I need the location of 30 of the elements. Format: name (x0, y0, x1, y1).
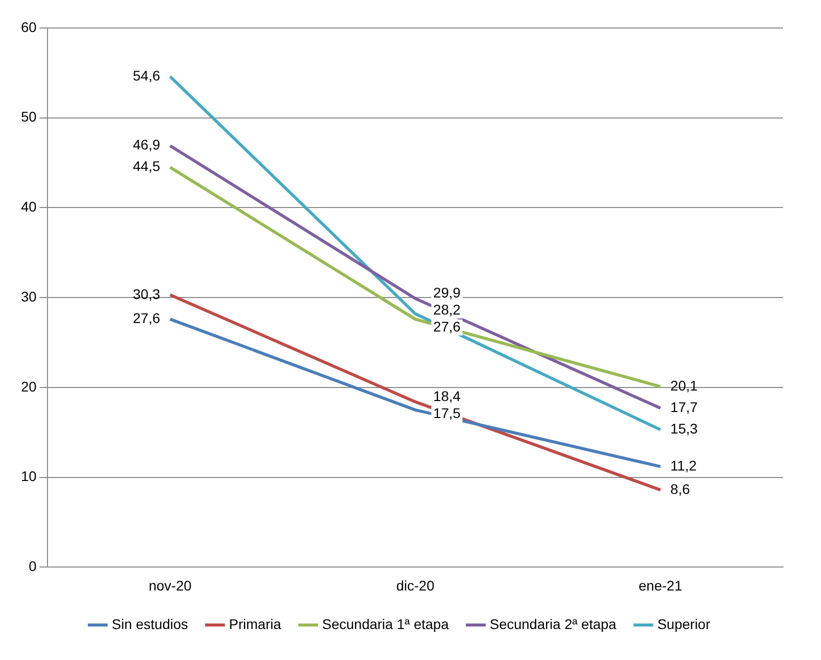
x-tick-label: dic-20 (396, 577, 435, 594)
x-tick-label: nov-20 (148, 577, 192, 594)
data-label: 27,6 (132, 310, 160, 326)
y-tick-label: 10 (20, 468, 37, 484)
y-tick-label: 0 (28, 558, 37, 574)
y-tick-label: 30 (20, 288, 37, 304)
y-tick-label: 50 (20, 108, 37, 125)
data-label: 29,9 (433, 284, 461, 300)
legend-label: Superior (657, 616, 711, 632)
data-label: 54,6 (132, 67, 160, 84)
legend-label: Secundaria 2ª etapa (490, 616, 617, 632)
data-label: 11,2 (670, 457, 697, 474)
legend-label: Primaria (229, 616, 282, 632)
data-label: 30,3 (132, 286, 160, 302)
data-label: 44,5 (132, 158, 160, 174)
legend-label: Sin estudios (112, 616, 188, 632)
data-label: 27,6 (433, 318, 461, 334)
data-label: 15,3 (670, 420, 698, 437)
y-tick-label: 20 (20, 378, 37, 394)
legend-label: Secundaria 1ª etapa (322, 616, 449, 632)
y-tick-label: 40 (20, 198, 37, 215)
data-label: 20,1 (670, 377, 698, 394)
data-label: 17,5 (433, 405, 461, 422)
data-label: 46,9 (132, 136, 160, 153)
data-label: 17,7 (670, 398, 698, 415)
y-tick-label: 60 (20, 18, 37, 35)
x-tick-label: ene-21 (638, 577, 682, 594)
data-label: 28,2 (433, 301, 461, 318)
data-label: 8,6 (670, 480, 690, 497)
data-label: 18,4 (433, 388, 461, 404)
